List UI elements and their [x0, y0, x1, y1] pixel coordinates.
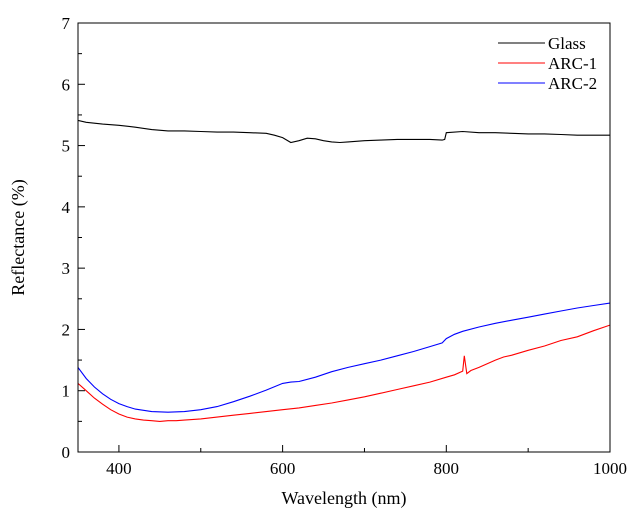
x-tick-label: 800: [434, 459, 460, 478]
y-tick-label: 5: [62, 137, 71, 156]
plot-frame: [77, 22, 611, 453]
x-tick-label: 600: [270, 459, 296, 478]
legend-label-glass: Glass: [548, 34, 586, 53]
y-axis-title: Reflectance (%): [8, 179, 29, 295]
legend-label-arc-1: ARC-1: [548, 54, 597, 73]
y-tick-label: 3: [62, 259, 71, 278]
x-axis: 400 600 800 1000: [106, 445, 627, 478]
series-line-arc-2: [78, 302, 610, 413]
x-tick-label: 1000: [593, 459, 627, 478]
y-tick-label: 1: [62, 382, 71, 401]
y-tick-label: 2: [62, 320, 71, 339]
series-line-arc-1: [78, 324, 610, 422]
y-tick-label: 0: [62, 443, 71, 462]
series-layer: [78, 119, 610, 422]
series-line-glass: [78, 119, 610, 144]
x-tick-label: 400: [106, 459, 132, 478]
x-axis-title: Wavelength (nm): [281, 488, 406, 509]
y-tick-label: 7: [62, 14, 71, 33]
y-tick-label: 6: [62, 75, 71, 94]
y-tick-label: 4: [62, 198, 71, 217]
y-axis: 0 1 2 3 4 5 6 7: [62, 14, 85, 462]
legend-label-arc-2: ARC-2: [548, 74, 597, 93]
